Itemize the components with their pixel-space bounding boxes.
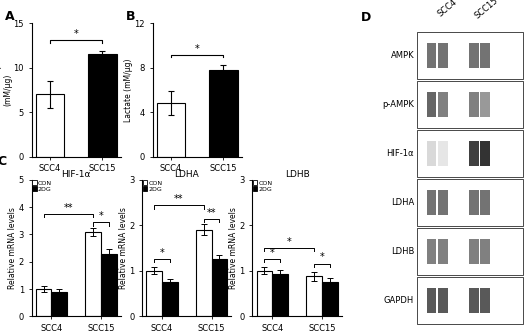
Bar bbox=[438, 43, 448, 68]
Bar bbox=[36, 289, 52, 316]
Bar bbox=[469, 141, 479, 166]
Text: AMPK: AMPK bbox=[390, 51, 414, 60]
Bar bbox=[157, 103, 186, 157]
Text: p-AMPK: p-AMPK bbox=[382, 100, 414, 109]
Y-axis label: Relative mRNA levels: Relative mRNA levels bbox=[8, 207, 17, 289]
Bar bbox=[52, 292, 67, 316]
Bar bbox=[162, 282, 178, 316]
Y-axis label: Lactate (mM/μg): Lactate (mM/μg) bbox=[124, 58, 133, 122]
Text: **: ** bbox=[64, 202, 73, 212]
Text: **: ** bbox=[207, 207, 216, 217]
Bar bbox=[469, 92, 479, 117]
Bar bbox=[322, 282, 338, 316]
Bar bbox=[257, 271, 272, 316]
Legend: CON, 2DG: CON, 2DG bbox=[143, 180, 163, 192]
Text: *: * bbox=[270, 248, 275, 258]
Bar bbox=[417, 179, 523, 226]
Bar bbox=[209, 70, 238, 157]
Text: *: * bbox=[99, 211, 104, 221]
Bar bbox=[272, 274, 288, 316]
Text: LDHB: LDHB bbox=[391, 247, 414, 256]
Text: *: * bbox=[287, 237, 291, 247]
Bar bbox=[427, 92, 437, 117]
Bar bbox=[480, 288, 490, 313]
Bar bbox=[480, 190, 490, 215]
Text: A: A bbox=[5, 10, 14, 23]
Bar bbox=[417, 32, 523, 79]
Bar bbox=[146, 271, 162, 316]
Bar bbox=[427, 288, 437, 313]
Bar bbox=[427, 239, 437, 264]
Bar bbox=[438, 239, 448, 264]
Bar bbox=[427, 141, 437, 166]
Legend: CON, 2DG: CON, 2DG bbox=[32, 180, 52, 192]
Bar bbox=[480, 141, 490, 166]
Bar bbox=[85, 232, 101, 316]
Title: HIF-1α: HIF-1α bbox=[62, 170, 91, 179]
Bar bbox=[427, 43, 437, 68]
Text: *: * bbox=[159, 248, 164, 258]
Bar bbox=[438, 141, 448, 166]
Text: HIF-1α: HIF-1α bbox=[387, 149, 414, 158]
Y-axis label: Relative mRNA levels: Relative mRNA levels bbox=[229, 207, 238, 289]
Bar bbox=[211, 259, 227, 316]
Text: *: * bbox=[74, 29, 79, 39]
Text: GAPDH: GAPDH bbox=[384, 296, 414, 305]
Bar bbox=[469, 190, 479, 215]
Legend: CON, 2DG: CON, 2DG bbox=[253, 180, 273, 192]
Text: C: C bbox=[0, 155, 7, 168]
Bar bbox=[417, 228, 523, 275]
Text: *: * bbox=[195, 44, 200, 54]
Text: SCC4: SCC4 bbox=[436, 0, 459, 19]
Bar bbox=[417, 81, 523, 128]
Text: **: ** bbox=[174, 194, 184, 204]
Bar bbox=[417, 277, 523, 324]
Title: LDHB: LDHB bbox=[285, 170, 310, 179]
Bar bbox=[469, 43, 479, 68]
Y-axis label: Relative mRNA levels: Relative mRNA levels bbox=[119, 207, 128, 289]
Text: D: D bbox=[361, 11, 371, 24]
Bar bbox=[306, 276, 322, 316]
Y-axis label: Glucose consumption
(mM/μg): Glucose consumption (mM/μg) bbox=[0, 49, 12, 131]
Bar bbox=[480, 92, 490, 117]
Text: LDHA: LDHA bbox=[391, 198, 414, 207]
Bar bbox=[88, 54, 117, 157]
Bar bbox=[469, 288, 479, 313]
Bar bbox=[480, 239, 490, 264]
Bar bbox=[438, 92, 448, 117]
Text: SCC15: SCC15 bbox=[473, 0, 500, 20]
Bar bbox=[196, 230, 211, 316]
Bar bbox=[417, 130, 523, 177]
Bar bbox=[101, 253, 117, 316]
Bar bbox=[480, 43, 490, 68]
Text: *: * bbox=[320, 252, 325, 262]
Bar bbox=[469, 239, 479, 264]
Bar bbox=[36, 94, 65, 157]
Title: LDHA: LDHA bbox=[174, 170, 199, 179]
Bar bbox=[438, 190, 448, 215]
Text: B: B bbox=[126, 10, 135, 23]
Bar bbox=[438, 288, 448, 313]
Bar bbox=[427, 190, 437, 215]
